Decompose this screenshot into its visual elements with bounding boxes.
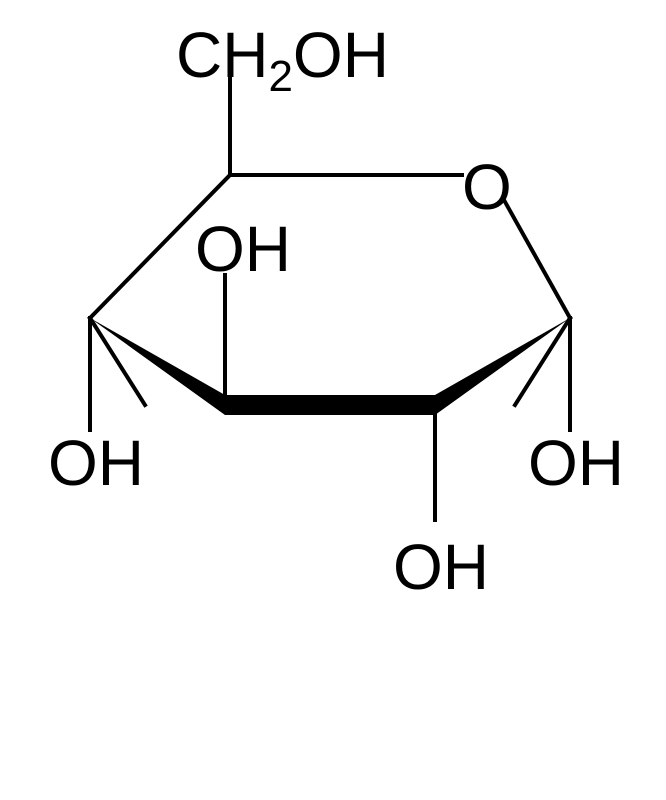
structure-svg — [0, 0, 666, 800]
ch2oh-label: CH2OH — [176, 18, 389, 102]
ring-front-wedge — [90, 318, 570, 415]
oh-c2-label: OH — [393, 530, 489, 604]
ring-oxygen-label: O — [462, 150, 512, 224]
glucose-diagram: O CH2OH OH OH OH OH — [0, 0, 666, 800]
oh-c4-label: OH — [48, 426, 144, 500]
oh-c1-label: OH — [528, 426, 624, 500]
substituent-bonds — [90, 75, 570, 520]
oh-c3-label: OH — [195, 212, 291, 286]
